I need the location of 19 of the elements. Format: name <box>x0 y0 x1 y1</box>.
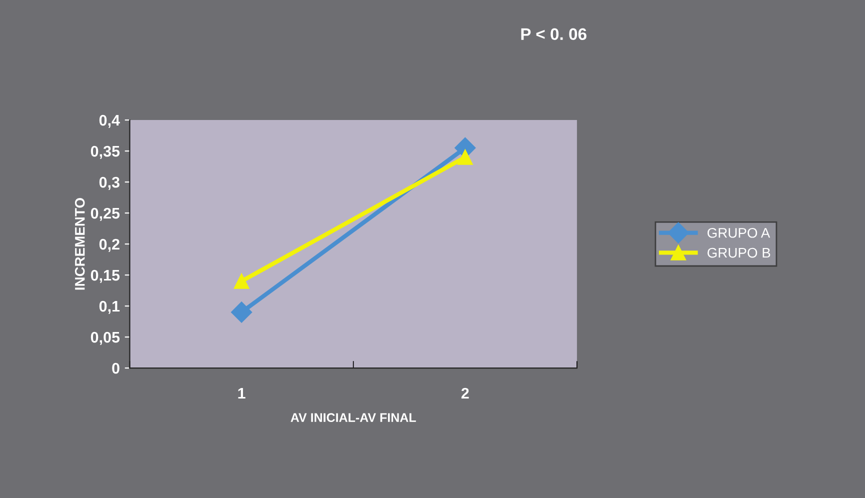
y-tick-label: 0,1 <box>99 300 120 314</box>
point <box>231 302 252 323</box>
y-tick-label: 0,15 <box>90 270 120 283</box>
y-tick-label: 0 <box>112 362 120 374</box>
y-tick-label: 0,3 <box>99 176 120 190</box>
x-tick-label: 1 <box>238 388 246 399</box>
legend-label: GRUPO A <box>708 228 770 238</box>
chart-title: P < 0. 06 <box>521 28 586 40</box>
x-axis-title: AV INICIAL-AV FINAL <box>290 413 416 422</box>
y-tick-label: 0,4 <box>99 114 120 128</box>
y-tick-label: 0,2 <box>99 238 120 252</box>
x-tick-label: 2 <box>461 388 469 399</box>
y-tick-label: 0,05 <box>90 332 120 345</box>
point <box>458 150 473 165</box>
y-axis-title: INCREMENTO <box>74 198 85 290</box>
y-tick-label: 0,35 <box>90 146 120 159</box>
point <box>234 274 250 289</box>
y-tick-label: 0,25 <box>90 208 120 221</box>
legend-label: GRUPO B <box>708 248 770 258</box>
